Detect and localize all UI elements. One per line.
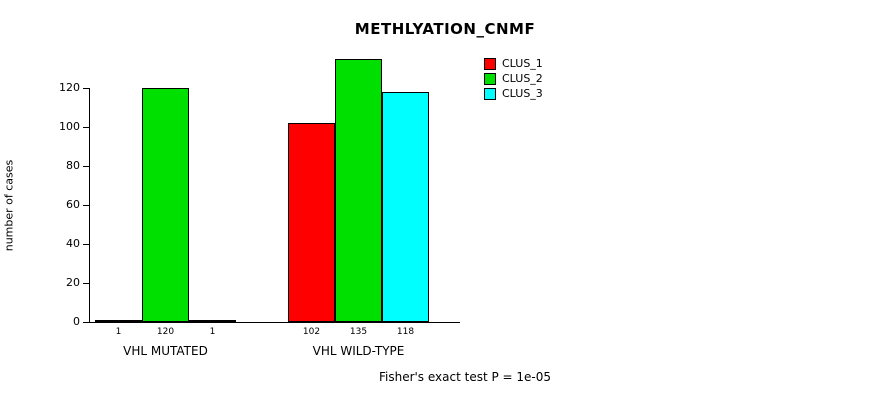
y-axis-line	[89, 88, 90, 323]
y-tick-mark	[83, 322, 89, 323]
y-tick-label: 40	[66, 237, 80, 250]
bar-clus_2-group-0	[142, 88, 189, 322]
legend-swatch-clus-2-icon	[484, 72, 496, 85]
bar-value-label: 135	[349, 327, 368, 337]
stat-annotation: Fisher's exact test P = 1e-05	[378, 370, 552, 384]
legend-label-clus-3: CLUS_3	[502, 87, 543, 100]
y-tick-label: 60	[66, 198, 80, 211]
y-tick-label: 120	[59, 81, 80, 94]
bar-clus_3-group-0	[189, 320, 236, 322]
y-tick-mark	[83, 88, 89, 89]
legend-label-clus-1: CLUS_1	[502, 57, 543, 70]
bar-clus_1-group-1	[288, 123, 335, 322]
category-label: VHL WILD-TYPE	[312, 344, 405, 358]
legend-label-clus-2: CLUS_2	[502, 72, 543, 85]
y-tick-mark	[83, 127, 89, 128]
y-tick-mark	[83, 166, 89, 167]
y-axis-label: number of cases	[2, 159, 16, 251]
bar-value-label: 102	[302, 327, 321, 337]
legend-swatch-clus-1-icon	[484, 57, 496, 70]
y-tick-label: 100	[59, 120, 80, 133]
bar-value-label: 1	[209, 327, 216, 337]
y-tick-mark	[83, 205, 89, 206]
x-axis-line	[90, 322, 460, 323]
bar-value-label: 120	[156, 327, 175, 337]
chart-title: METHLYATION_CNMF	[354, 20, 536, 38]
bar-value-label: 1	[115, 327, 122, 337]
legend: CLUS_1 CLUS_2 CLUS_3	[484, 56, 543, 101]
bar-value-label: 118	[396, 327, 415, 337]
y-tick-label: 20	[66, 276, 80, 289]
bar-clus_3-group-1	[382, 92, 429, 322]
y-tick-mark	[83, 283, 89, 284]
y-tick-label: 0	[73, 315, 80, 328]
legend-item-clus-2: CLUS_2	[484, 71, 543, 86]
category-label: VHL MUTATED	[123, 344, 208, 358]
bar-clus_2-group-1	[335, 59, 382, 322]
legend-item-clus-3: CLUS_3	[484, 86, 543, 101]
legend-item-clus-1: CLUS_1	[484, 56, 543, 71]
y-axis-label-box: number of cases	[0, 88, 18, 322]
y-tick-label: 80	[66, 159, 80, 172]
y-tick-mark	[83, 244, 89, 245]
legend-swatch-clus-3-icon	[484, 87, 496, 100]
bar-clus_1-group-0	[95, 320, 142, 322]
